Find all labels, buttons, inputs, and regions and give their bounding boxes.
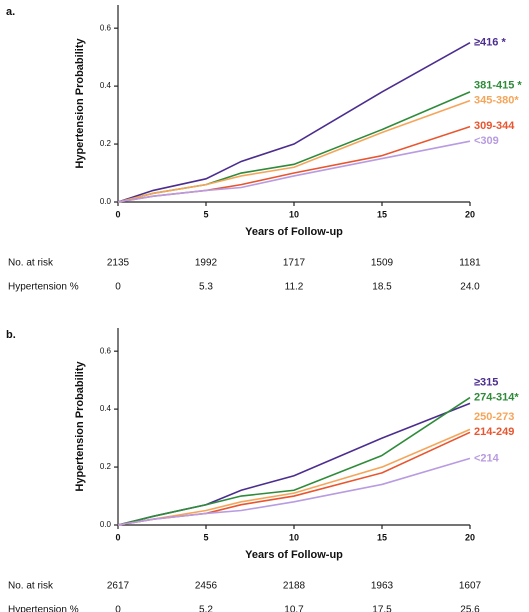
panel-label: b.: [6, 329, 16, 341]
y-tick-label: 0.6: [100, 23, 112, 32]
y-tick-label: 0.6: [100, 346, 112, 355]
y-tick-label: 0.4: [100, 81, 112, 90]
legend-label: ≥416 *: [474, 37, 506, 49]
legend-label: 345-380*: [474, 95, 519, 107]
series-line: [117, 140, 471, 203]
panel-label: a.: [6, 6, 15, 18]
x-tick-label: 0: [115, 532, 120, 542]
legend-label: ≥315: [474, 376, 498, 388]
x-tick-label: 5: [203, 532, 208, 542]
table-cell: 17.5: [372, 605, 392, 612]
legend-label: 309-344: [474, 120, 515, 132]
x-tick-label: 5: [203, 209, 208, 219]
y-axis-label: Hypertension Probability: [74, 361, 86, 492]
legend-label: 250-273: [474, 411, 514, 423]
x-axis-label: Years of Follow-up: [245, 549, 343, 561]
series-line: [117, 428, 471, 526]
row-label: Hypertension %: [8, 282, 79, 293]
table-cell: 2188: [283, 581, 306, 592]
table-cell: 2135: [107, 258, 130, 269]
series-line: [117, 41, 471, 203]
y-tick-label: 0.2: [100, 139, 112, 148]
table-cell: 18.5: [372, 282, 392, 293]
x-tick-label: 20: [465, 209, 475, 219]
series-line: [117, 99, 471, 203]
y-tick-label: 0.0: [100, 197, 112, 206]
table-cell: 1963: [371, 581, 394, 592]
table-cell: 10.7: [284, 605, 304, 612]
x-tick-label: 15: [377, 209, 387, 219]
series-line: [117, 431, 471, 526]
table-cell: 25.6: [460, 605, 480, 612]
table-cell: 0: [115, 282, 121, 293]
x-tick-label: 15: [377, 532, 387, 542]
y-tick-label: 0.0: [100, 520, 112, 529]
series-line: [117, 402, 471, 526]
row-label: No. at risk: [8, 258, 54, 269]
x-tick-label: 10: [289, 209, 299, 219]
table-cell: 0: [115, 605, 121, 612]
legend-label: 274-314*: [474, 391, 519, 403]
table-cell: 5.2: [199, 605, 213, 612]
table-cell: 24.0: [460, 282, 480, 293]
x-axis-label: Years of Follow-up: [245, 226, 343, 238]
table-cell: 1717: [283, 258, 306, 269]
x-tick-label: 20: [465, 532, 475, 542]
table-cell: 1992: [195, 258, 218, 269]
series-line: [117, 396, 471, 526]
table-cell: 2617: [107, 581, 130, 592]
series-line: [117, 457, 471, 526]
row-label: Hypertension %: [8, 605, 79, 612]
table-cell: 5.3: [199, 282, 213, 293]
table-cell: 1607: [459, 581, 482, 592]
legend-label: 381-415 *: [474, 80, 522, 92]
table-cell: 11.2: [285, 282, 304, 293]
y-tick-label: 0.4: [100, 404, 112, 413]
x-tick-label: 0: [115, 209, 120, 219]
legend-label: <214: [474, 452, 500, 464]
table-cell: 2456: [195, 581, 218, 592]
x-tick-label: 10: [289, 532, 299, 542]
legend-label: <309: [474, 135, 499, 147]
series-line: [117, 91, 471, 203]
table-cell: 1181: [459, 258, 481, 269]
table-cell: 1509: [371, 258, 394, 269]
legend-label: 214-249: [474, 426, 514, 438]
row-label: No. at risk: [8, 581, 54, 592]
y-axis-label: Hypertension Probability: [74, 38, 86, 169]
y-tick-label: 0.2: [100, 462, 112, 471]
